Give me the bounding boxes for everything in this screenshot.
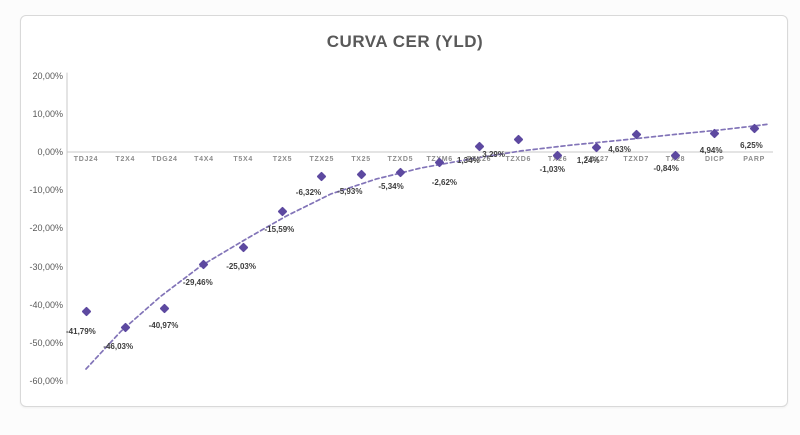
data-point-label: 6,25% xyxy=(740,141,763,151)
data-point-label: -46,03% xyxy=(103,341,134,351)
x-category-label: TDG24 xyxy=(151,156,178,163)
data-point-label: 1,24% xyxy=(576,156,600,166)
y-tick-label: 20,00% xyxy=(32,70,63,81)
y-tick-label: -30,00% xyxy=(29,261,63,272)
x-category-label: DICP xyxy=(705,156,725,163)
y-tick-label: 0,00% xyxy=(37,147,63,157)
chart-card: CURVA CER (YLD) 20,00% 10,00% 0,00% -10,00%… xyxy=(20,15,788,407)
data-point-label: -5,34% xyxy=(378,182,404,192)
x-category-label: PARP xyxy=(743,156,765,163)
data-point-label: -2,62% xyxy=(431,178,458,187)
data-point-label: -6,32% xyxy=(295,188,322,198)
data-point-label: -5,93% xyxy=(337,186,363,196)
data-point-label: 1,34% xyxy=(457,155,480,165)
x-category-label: T5X4 xyxy=(233,156,253,163)
data-point-label: -41,79% xyxy=(66,326,96,336)
data-point-label: 3,29% xyxy=(482,150,505,160)
x-category-label: T4X4 xyxy=(194,156,214,163)
y-tick-label: -10,00% xyxy=(29,185,63,196)
data-point-label: 4,63% xyxy=(608,145,631,155)
x-category-label: TZX26 xyxy=(466,156,492,163)
y-tick-label: -40,00% xyxy=(29,299,63,310)
x-category-label: TZXD5 xyxy=(387,156,414,163)
x-category-label: TZX25 xyxy=(309,156,335,163)
data-point-label: -15,59% xyxy=(264,224,295,234)
x-category-label: TZXD7 xyxy=(623,156,650,163)
x-category-label: T2X4 xyxy=(115,156,136,163)
data-point-label: -40,97% xyxy=(148,320,179,330)
trendline-path xyxy=(85,123,770,370)
data-point-label: -29,46% xyxy=(182,277,213,287)
y-tick-label: 10,00% xyxy=(32,108,63,119)
data-point-label: 4,94% xyxy=(699,146,723,156)
data-point-label: -1,03% xyxy=(539,164,565,174)
x-category-label: T2X5 xyxy=(272,156,293,163)
y-tick-label: -60,00% xyxy=(29,376,63,387)
data-point-label: -0,84% xyxy=(653,164,679,174)
x-category-label: TDJ24 xyxy=(73,156,99,163)
plot-area: 20,00% 10,00% 0,00% -10,00% -20,00% -30,00% -4… xyxy=(21,16,789,408)
axes-and-trendline-svg xyxy=(66,72,773,385)
y-tick-label: -20,00% xyxy=(29,223,63,234)
x-category-label: TX25 xyxy=(351,156,371,163)
chart-title: CURVA CER (YLD) xyxy=(326,32,484,51)
x-category-label: TZX27 xyxy=(584,156,610,163)
y-tick-label: -50,00% xyxy=(29,338,63,348)
data-point-label: -25,03% xyxy=(226,261,256,271)
x-category-label: TZXD6 xyxy=(505,156,532,163)
